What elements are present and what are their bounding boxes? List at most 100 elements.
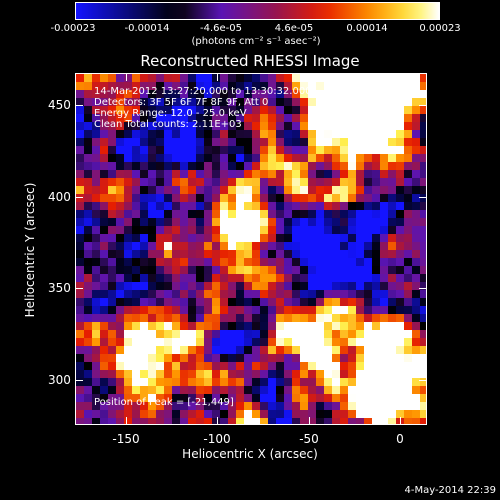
- image-pixel: [76, 74, 85, 83]
- image-pixel: [412, 354, 421, 363]
- image-pixel: [244, 394, 253, 403]
- image-pixel: [236, 154, 245, 163]
- image-pixel: [324, 178, 333, 187]
- image-pixel: [108, 314, 117, 323]
- image-pixel: [220, 314, 229, 323]
- image-pixel: [324, 410, 333, 419]
- image-pixel: [340, 378, 349, 387]
- image-pixel: [260, 74, 269, 83]
- image-pixel: [132, 234, 141, 243]
- image-pixel: [220, 418, 229, 424]
- image-pixel: [180, 90, 189, 99]
- image-pixel: [100, 298, 109, 307]
- colorbar-tick-label: -0.00023: [50, 23, 96, 34]
- image-pixel: [300, 394, 309, 403]
- image-pixel: [252, 202, 261, 211]
- image-pixel: [252, 114, 261, 123]
- colorbar-tick-label: 4.6e-05: [274, 23, 314, 34]
- image-pixel: [404, 418, 413, 424]
- image-pixel: [252, 266, 261, 275]
- image-pixel: [348, 290, 357, 299]
- image-pixel: [236, 218, 245, 227]
- image-pixel: [364, 274, 373, 283]
- image-pixel: [180, 74, 189, 83]
- image-pixel: [196, 186, 205, 195]
- image-pixel: [116, 298, 125, 307]
- image-pixel: [372, 418, 381, 424]
- image-pixel: [268, 346, 277, 355]
- image-pixel: [76, 258, 85, 267]
- image-pixel: [92, 90, 101, 99]
- image-pixel: [412, 162, 421, 171]
- image-pixel: [404, 162, 413, 171]
- image-pixel: [124, 114, 133, 123]
- image-pixel: [84, 154, 93, 163]
- image-pixel: [380, 330, 389, 339]
- image-pixel: [108, 282, 117, 291]
- image-pixel: [244, 226, 253, 235]
- image-pixel: [356, 242, 365, 251]
- image-pixel: [84, 114, 93, 123]
- image-pixel: [420, 98, 426, 107]
- image-pixel: [84, 258, 93, 267]
- image-pixel: [212, 186, 221, 195]
- image-pixel: [220, 274, 229, 283]
- image-pixel: [388, 162, 397, 171]
- image-pixel: [316, 250, 325, 259]
- image-pixel: [100, 370, 109, 379]
- image-pixel: [380, 218, 389, 227]
- image-pixel: [84, 362, 93, 371]
- image-pixel: [380, 386, 389, 395]
- image-pixel: [260, 178, 269, 187]
- image-pixel: [244, 98, 253, 107]
- image-pixel: [276, 226, 285, 235]
- image-pixel: [172, 274, 181, 283]
- image-pixel: [84, 106, 93, 115]
- image-pixel: [340, 258, 349, 267]
- image-pixel: [332, 202, 341, 211]
- image-pixel: [420, 386, 426, 395]
- image-pixel: [180, 130, 189, 139]
- image-pixel: [124, 330, 133, 339]
- image-pixel: [244, 282, 253, 291]
- image-pixel: [420, 114, 426, 123]
- image-pixel: [316, 290, 325, 299]
- image-pixel: [364, 418, 373, 424]
- image-pixel: [412, 226, 421, 235]
- image-pixel: [420, 418, 426, 424]
- image-pixel: [100, 82, 109, 91]
- image-pixel: [284, 234, 293, 243]
- image-pixel: [292, 170, 301, 179]
- image-pixel: [364, 346, 373, 355]
- image-pixel: [92, 186, 101, 195]
- image-pixel: [404, 298, 413, 307]
- image-pixel: [116, 242, 125, 251]
- image-pixel: [172, 362, 181, 371]
- image-pixel: [124, 98, 133, 107]
- image-pixel: [164, 106, 173, 115]
- image-pixel: [292, 114, 301, 123]
- image-pixel: [396, 370, 405, 379]
- image-pixel: [292, 394, 301, 403]
- image-pixel: [348, 218, 357, 227]
- image-pixel: [412, 194, 421, 203]
- image-pixel: [196, 330, 205, 339]
- image-pixel: [228, 226, 237, 235]
- image-pixel: [356, 402, 365, 411]
- image-pixel: [260, 82, 269, 91]
- image-pixel: [364, 122, 373, 131]
- image-pixel: [244, 322, 253, 331]
- image-pixel: [260, 194, 269, 203]
- image-pixel: [180, 242, 189, 251]
- image-pixel: [332, 418, 341, 424]
- image-pixel: [244, 186, 253, 195]
- image-pixel: [228, 338, 237, 347]
- image-pixel: [372, 322, 381, 331]
- image-pixel: [420, 266, 426, 275]
- image-pixel: [108, 354, 117, 363]
- image-pixel: [284, 314, 293, 323]
- image-pixel: [404, 234, 413, 243]
- image-pixel: [324, 370, 333, 379]
- image-pixel: [172, 346, 181, 355]
- image-pixel: [220, 242, 229, 251]
